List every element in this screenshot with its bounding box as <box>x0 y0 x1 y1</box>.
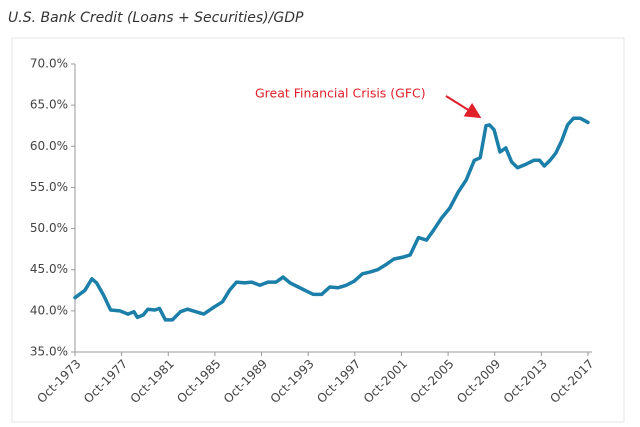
x-tick-label: Oct-1977 <box>81 357 130 406</box>
x-tick-label: Oct-1993 <box>268 357 317 406</box>
y-tick-label: 50.0% <box>30 221 68 235</box>
chart-title: U.S. Bank Credit (Loans + Securities)/GD… <box>8 10 304 26</box>
x-tick-label: Oct-2017 <box>547 357 596 406</box>
x-tick-label: Oct-1981 <box>128 357 177 406</box>
x-tick-label: Oct-1997 <box>314 357 363 406</box>
x-tick-label: Oct-2001 <box>361 357 410 406</box>
data-line <box>73 116 590 322</box>
x-tick-label: Oct-2005 <box>407 357 456 406</box>
x-tick-label: Oct-1989 <box>221 357 270 406</box>
x-tick-label: Oct-2009 <box>454 357 503 406</box>
x-tick-label: Oct-1973 <box>34 357 83 406</box>
annotation-arrow <box>445 95 482 119</box>
y-tick-label: 60.0% <box>30 139 68 153</box>
x-tick-label: Oct-1985 <box>174 357 223 406</box>
annotation: Great Financial Crisis (GFC) <box>255 86 426 101</box>
y-tick-label: 70.0% <box>30 57 68 71</box>
y-tick-label: 35.0% <box>30 345 68 359</box>
y-tick-label: 45.0% <box>30 262 68 276</box>
y-tick-label: 40.0% <box>30 303 68 317</box>
x-tick-label: Oct-2013 <box>501 357 550 406</box>
chart-frame <box>11 37 625 423</box>
y-tick-label: 65.0% <box>30 98 68 112</box>
y-tick-label: 55.0% <box>30 180 68 194</box>
